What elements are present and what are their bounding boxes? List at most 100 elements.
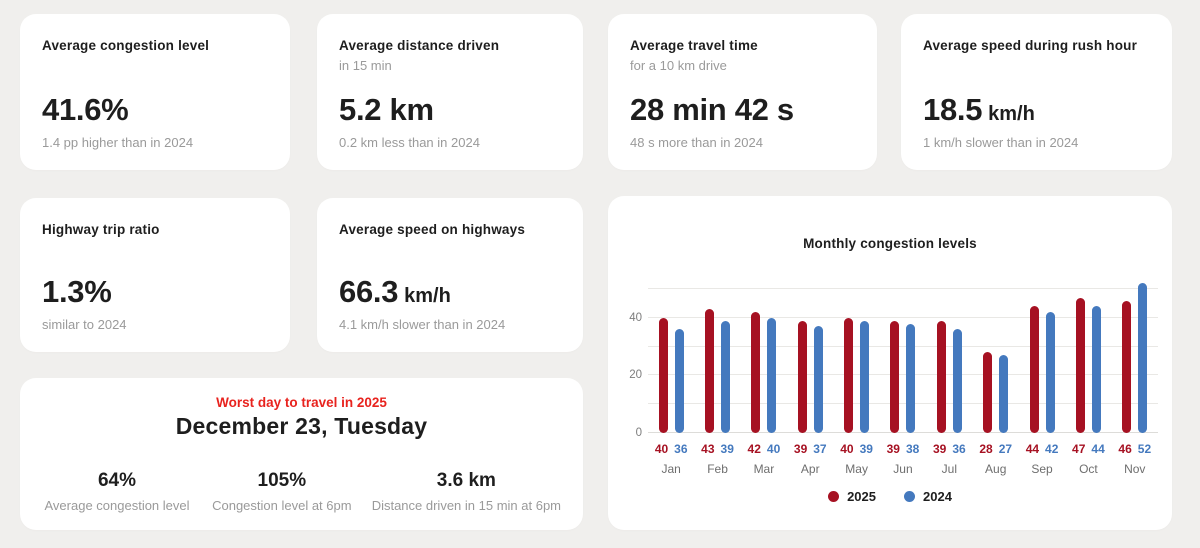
bar-2025-apr: [797, 320, 807, 433]
bar-group-jan: [648, 289, 694, 433]
bar-2025-nov: [1122, 300, 1132, 433]
chart-month-labels: Jan Feb Mar Apr May Jun Jul Aug Sep Oct Nov: [648, 462, 1158, 476]
card-title: Average distance driven: [339, 38, 500, 53]
bar-2024-feb: [721, 320, 731, 433]
value-labels-mar: 42 40: [741, 442, 787, 456]
bar-2024-nov: [1138, 283, 1148, 433]
worst-day-stats: 64% Average congestion level 105% Conges…: [42, 470, 561, 513]
chart-legend: 2025 2024: [608, 489, 1172, 504]
value-label-2024-mar: 40: [766, 442, 781, 456]
value-label-2025-may: 40: [840, 442, 854, 456]
card-average-speed-rush-hour: Average speed during rush hour 18.5 km/h…: [901, 14, 1172, 170]
bar-2025-sep: [1029, 306, 1039, 433]
worst-day-stat-distance-6pm: 3.6 km Distance driven in 15 min at 6pm: [372, 470, 561, 513]
bar-group-sep: [1019, 289, 1065, 433]
card-average-congestion-level: Average congestion level 41.6% 1.4 pp hi…: [20, 14, 290, 170]
card-title: Average travel time: [630, 38, 758, 53]
value-label-2025-feb: 43: [701, 442, 715, 456]
gridline-30: [648, 345, 1158, 347]
worst-day-stat-congestion: 64% Average congestion level: [42, 470, 192, 513]
month-label-apr: Apr: [800, 462, 820, 476]
value-label-2024-feb: 39: [720, 442, 734, 456]
y-axis-tick-0: 0: [635, 427, 642, 439]
stat-caption: Average congestion level: [44, 498, 190, 513]
value-label-2025-apr: 39: [793, 442, 808, 456]
value-labels-jul: 39 36: [926, 442, 972, 456]
value-label-2024-jan: 36: [674, 442, 688, 456]
card-highway-trip-ratio: Highway trip ratio 1.3% similar to 2024: [20, 198, 290, 352]
stat-unit: km/h: [404, 285, 451, 307]
legend-label-2025: 2025: [847, 489, 876, 504]
card-average-speed-highways: Average speed on highways 66.3 km/h 4.1 …: [317, 198, 583, 352]
month-label-jul: Jul: [941, 462, 957, 476]
bar-2025-jan: [658, 317, 668, 433]
legend-item-2025[interactable]: 2025: [828, 489, 876, 504]
value-labels-sep: 44 42: [1019, 442, 1065, 456]
card-subtitle: for a 10 km drive: [630, 58, 727, 73]
chart-plot-wrap: 0 20 40 40 36 43 39 42 40 39 37 40 39 39 38 39 36 28 27 44…: [629, 283, 1158, 476]
value-label-2025-oct: 47: [1072, 442, 1086, 456]
bar-2024-apr: [813, 326, 823, 433]
value-label-2024-nov: 52: [1137, 442, 1152, 456]
legend-item-2024[interactable]: 2024: [904, 489, 952, 504]
bar-2024-jun: [906, 323, 916, 433]
bar-2024-sep: [1045, 312, 1055, 433]
stat-unit: km/h: [988, 103, 1035, 125]
stat-note: 0.2 km less than in 2024: [339, 135, 480, 150]
value-label-2024-sep: 42: [1045, 442, 1059, 456]
bar-group-jul: [926, 289, 972, 433]
value-labels-aug: 28 27: [973, 442, 1019, 456]
stat-note: 1 km/h slower than in 2024: [923, 135, 1079, 150]
bar-2025-mar: [751, 312, 761, 433]
value-labels-feb: 43 39: [694, 442, 740, 456]
value-label-2025-sep: 44: [1025, 442, 1040, 456]
value-label-2025-jan: 40: [654, 442, 669, 456]
stat-value: 41.6%: [42, 92, 129, 127]
stat-value: 66.3: [339, 274, 399, 309]
card-subtitle: in 15 min: [339, 58, 392, 73]
card-worst-day: Worst day to travel in 2025 December 23,…: [20, 378, 583, 530]
stat-value: 5.2 km: [339, 92, 434, 127]
bar-group-jun: [880, 289, 926, 433]
bar-group-feb: [694, 289, 740, 433]
value-label-2024-may: 39: [859, 442, 873, 456]
stat-caption: Congestion level at 6pm: [212, 498, 352, 513]
month-label-oct: Oct: [1079, 462, 1098, 476]
bar-2024-mar: [767, 317, 777, 433]
card-average-travel-time: Average travel time for a 10 km drive 28…: [608, 14, 877, 170]
bar-2025-oct: [1075, 297, 1085, 433]
bar-2024-oct: [1091, 306, 1101, 433]
legend-dot-2025: [828, 491, 840, 502]
card-title: Highway trip ratio: [42, 222, 160, 237]
stat-caption: Distance driven in 15 min at 6pm: [371, 498, 561, 513]
stat-note: similar to 2024: [42, 317, 127, 332]
value-label-2024-jun: 38: [905, 442, 920, 456]
bar-group-nov: [1112, 283, 1158, 433]
chart-value-labels: 40 36 43 39 42 40 39 37 40 39 39 38 39 36 28 27 44 42 47 44…: [648, 442, 1158, 456]
gridline-0: [648, 432, 1158, 433]
card-average-distance-driven: Average distance driven in 15 min 5.2 km…: [317, 14, 583, 170]
month-label-jan: Jan: [661, 462, 681, 476]
bar-2025-jun: [890, 320, 900, 433]
value-label-2024-apr: 37: [813, 442, 827, 456]
value-labels-apr: 39 37: [787, 442, 833, 456]
bar-group-aug: [973, 289, 1019, 433]
worst-day-stat-congestion-6pm: 105% Congestion level at 6pm: [207, 470, 357, 513]
value-labels-oct: 47 44: [1065, 442, 1111, 456]
value-label-2024-jul: 36: [952, 442, 966, 456]
gridline-50: [648, 288, 1158, 289]
gridline-10: [648, 403, 1158, 405]
value-label-2025-jul: 39: [932, 442, 947, 456]
gridline-40: [648, 316, 1158, 318]
value-label-2025-mar: 42: [747, 442, 761, 456]
stat-note: 4.1 km/h slower than in 2024: [339, 317, 506, 332]
bar-2025-aug: [983, 352, 993, 433]
bar-2025-may: [844, 317, 854, 433]
legend-dot-2024: [904, 491, 915, 502]
card-title: Average congestion level: [42, 38, 210, 53]
card-monthly-congestion-chart: Monthly congestion levels 0 20 40 40 36 43 39…: [608, 196, 1172, 530]
bar-2024-may: [860, 320, 870, 433]
month-label-may: May: [845, 462, 868, 476]
stat-note: 1.4 pp higher than in 2024: [42, 135, 194, 150]
